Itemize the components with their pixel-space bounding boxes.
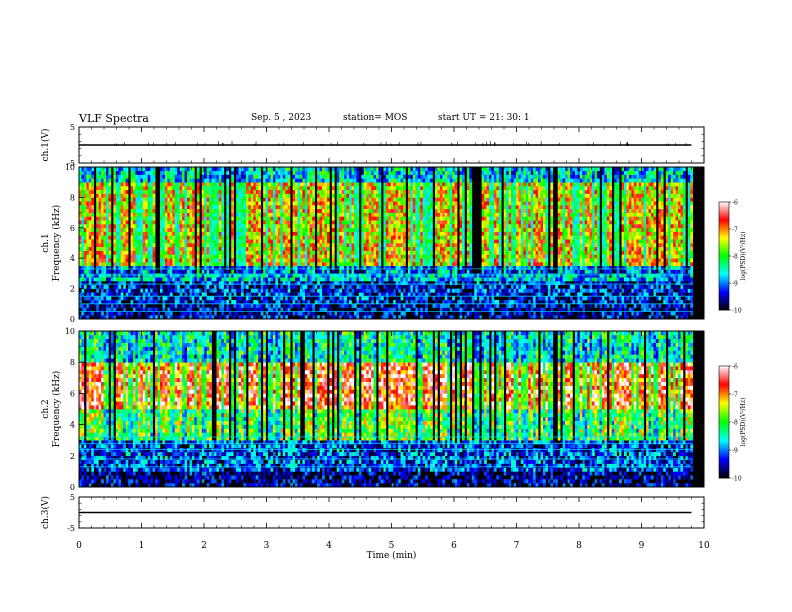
spectrogram-ch1-colorbar-tick: -9	[732, 281, 738, 288]
spectrogram-ch1-axes: 0 2 4 6 8 10 ch.1 Frequency (kHz)	[41, 163, 705, 324]
spectrogram-ch2-colorbar-tick: -8	[732, 420, 738, 427]
x-axis-label: Time (min)	[367, 550, 417, 561]
x-tick-label: 10	[698, 541, 710, 551]
spectrogram-ch2-colorbar-tick: -9	[732, 448, 738, 455]
spectrogram-ch1-ytick-label: 6	[70, 224, 75, 233]
spectrogram-ch2-ytick-label: 4	[70, 421, 75, 430]
spectrogram-ch2-ylabel: Frequency (kHz)	[51, 371, 62, 448]
date-label: Sep. 5 , 2023	[251, 113, 312, 123]
spectrogram-ch1-colorbar-tick: -10	[732, 308, 742, 315]
spectrogram-ch2-ytick-label: 8	[70, 358, 75, 367]
x-tick-label: 0	[76, 541, 82, 551]
x-tick-label: 8	[576, 541, 582, 551]
spectrogram-ch1-colorbar-tick: -8	[732, 254, 738, 261]
spectrogram-ch2-colorbar-label: log(PSD)(V²/Hz)	[740, 398, 747, 447]
x-tick-label: 9	[639, 541, 645, 551]
spectrogram-ch2-ytick-label: 6	[70, 389, 75, 398]
x-tick-label: 3	[264, 541, 270, 551]
spectrogram-ch1-ylabel: Frequency (kHz)	[51, 205, 62, 282]
spectrogram-ch1-ytick-label: 2	[70, 285, 75, 294]
x-tick-label: 6	[451, 541, 457, 551]
spectrogram-ch2-colorbar-tick: -7	[732, 392, 738, 399]
start-time-label: start UT = 21: 30: 1	[438, 113, 530, 123]
spectrogram-ch2-ylabel: ch.2	[41, 399, 51, 418]
waveform-top-ylabel: ch.1(V)	[40, 129, 51, 162]
x-tick-label: 7	[514, 541, 520, 551]
waveform-bottom-ytick-label: 5	[70, 493, 75, 502]
spectrogram-ch2-colorbar: -6 -7 -8 -9 -10 log(PSD)(V²/Hz)	[718, 364, 747, 483]
spectrogram-ch1-colorbar-tick: -6	[732, 200, 738, 207]
spectrogram-ch2-colorbar-tick: -10	[732, 476, 742, 483]
spectrogram-ch1-ytick-label: 0	[70, 315, 75, 324]
waveform-top-ytick-label: 5	[70, 123, 75, 132]
spectrogram-ch1-ytick-label: 10	[65, 163, 75, 172]
x-tick-label: 1	[139, 541, 145, 551]
spectrogram-ch2-colorbar-tick: -6	[732, 364, 738, 371]
spectrogram-ch1-ytick-label: 8	[70, 193, 75, 202]
x-tick-label: 4	[326, 541, 332, 551]
spectrogram-ch1-image	[79, 167, 704, 320]
spectrogram-ch2-ytick-label: 10	[65, 327, 75, 336]
waveform-bottom-ylabel: ch.3(V)	[40, 496, 51, 529]
x-tick-label: 5	[389, 541, 395, 551]
chart-title: VLF Spectra	[79, 112, 149, 125]
spectrogram-ch1-ytick-label: 4	[70, 254, 75, 263]
x-tick-label: 2	[201, 541, 207, 551]
spectrogram-ch1-ylabel: ch.1	[41, 233, 51, 252]
spectrogram-ch1-colorbar: -6 -7 -8 -9 -10 log(PSD)(V²/Hz)	[718, 200, 747, 315]
waveform-bottom-ytick-label: -5	[67, 524, 75, 533]
spectrogram-ch1-colorbar-tick: -7	[732, 227, 738, 234]
spectrogram-ch2-image	[79, 331, 704, 488]
spectrogram-ch1-colorbar-label: log(PSD)(V²/Hz)	[740, 232, 747, 281]
spectrogram-ch2-ytick-label: 2	[70, 452, 75, 461]
spectrogram-ch2-axes: 0 2 4 6 8 10 ch.2 Frequency (kHz)	[41, 327, 705, 492]
spectrogram-ch2-ytick-label: 0	[70, 483, 75, 492]
station-label: station= MOS	[343, 113, 408, 123]
waveform-top-ytick-label: -5	[67, 159, 75, 168]
